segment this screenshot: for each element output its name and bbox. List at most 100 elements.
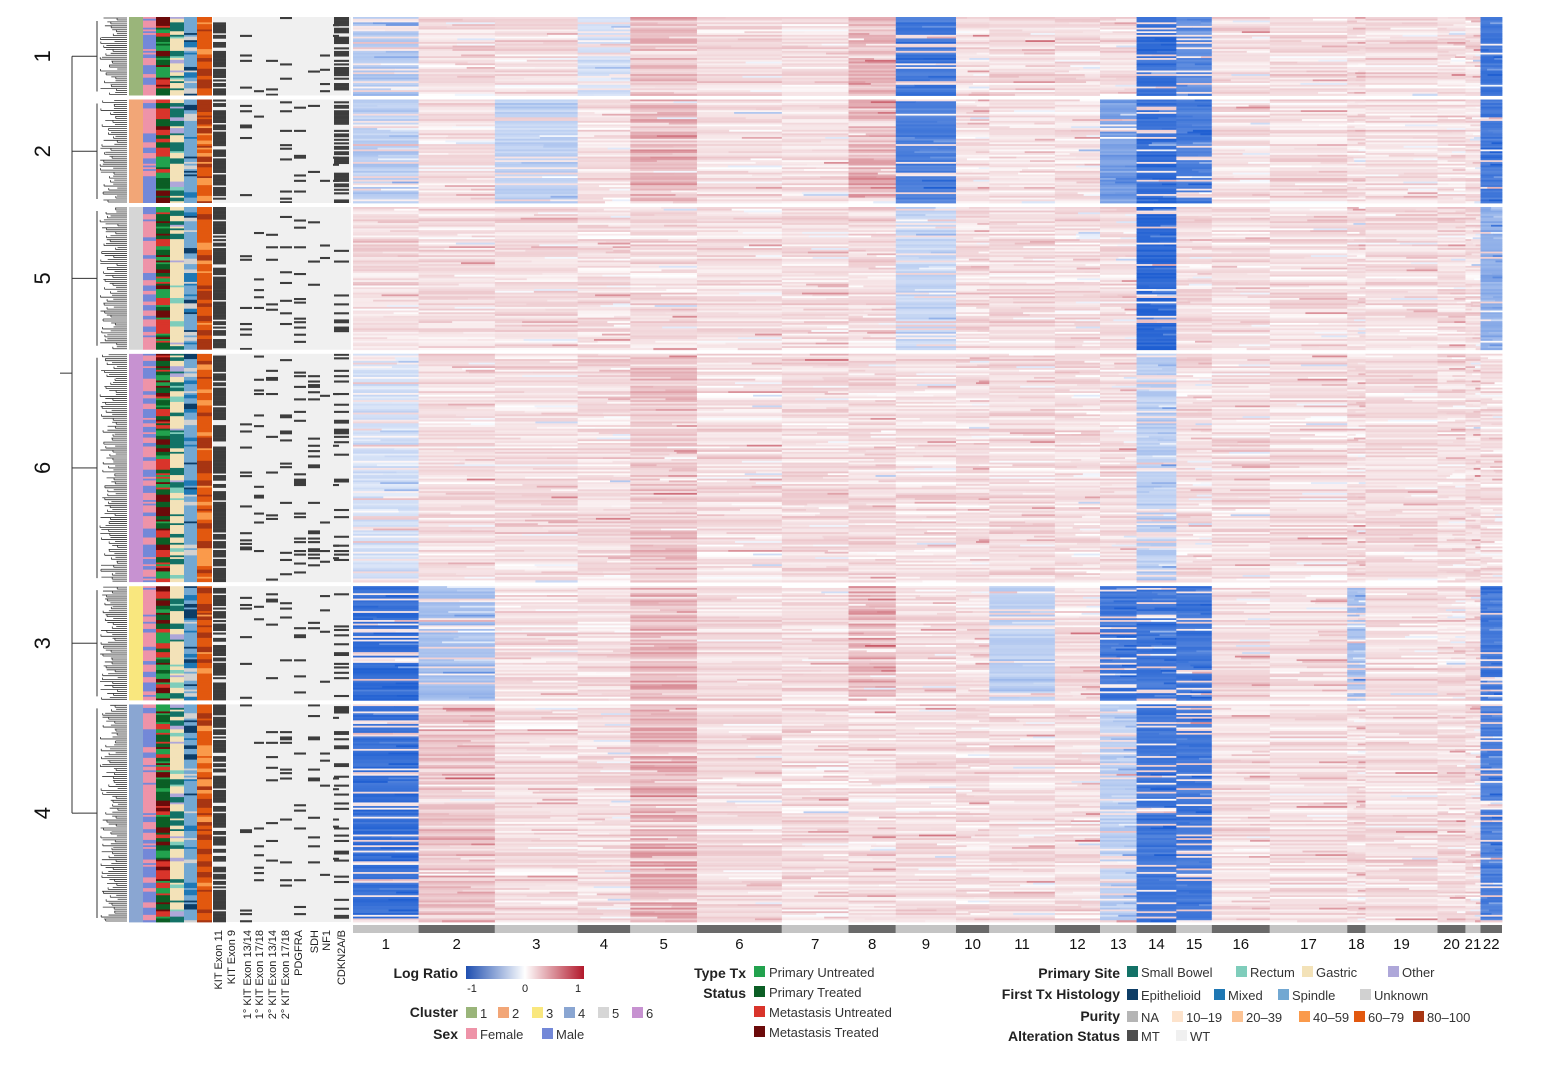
heatmap-cell: [494, 140, 579, 143]
mutation-cell: [213, 687, 226, 690]
heatmap-cell: [577, 135, 595, 138]
track-cell: [156, 811, 170, 816]
heatmap-cell: [781, 54, 849, 57]
heatmap-cell: [418, 68, 496, 71]
mutation-cell: [213, 269, 226, 272]
heatmap-cell: [1229, 88, 1271, 91]
heatmap-cell: [1269, 58, 1348, 61]
heatmap-cell: [534, 66, 579, 70]
mutation-cell: [240, 34, 252, 37]
heatmap-cell: [611, 25, 631, 29]
heatmap-cell: [1269, 84, 1348, 87]
track-cell: [197, 558, 212, 562]
track-cell: [143, 256, 156, 260]
track-cell: [170, 387, 184, 392]
track-cell: [197, 460, 212, 463]
heatmap-cell: [1176, 126, 1192, 129]
mutation-cell: [294, 246, 306, 249]
track-cell: [156, 324, 170, 331]
mutation-cell: [213, 706, 226, 709]
dendrogram-branch: [96, 354, 127, 582]
heatmap-cell: [696, 91, 783, 95]
track-cell: [170, 108, 184, 113]
heatmap-cell: [1347, 49, 1360, 52]
mutation-cell: [213, 276, 226, 279]
heatmap-cell: [1465, 103, 1481, 106]
track-cell: [170, 120, 184, 127]
track-cell: [170, 877, 184, 880]
mutation-cell: [213, 491, 226, 494]
track-cell: [143, 505, 156, 512]
heatmap-cell: [1211, 61, 1271, 64]
track-cell: [184, 838, 197, 841]
track-cell: [156, 571, 170, 574]
track-cell: [197, 467, 212, 474]
mutation-cell: [213, 322, 226, 326]
heatmap-cell: [1176, 24, 1213, 27]
heatmap-cell: [929, 103, 957, 106]
track-cell: [170, 27, 184, 32]
mutation-cell: [280, 197, 292, 200]
heatmap-cell: [1232, 140, 1271, 143]
heatmap-cell: [989, 140, 1056, 143]
heatmap-cell: [1472, 75, 1481, 79]
heatmap-cell: [1453, 43, 1466, 46]
heatmap-cell: [696, 52, 783, 55]
heatmap-cell: [970, 119, 990, 122]
track-cell: [184, 417, 197, 421]
track-cell: [170, 888, 184, 894]
heatmap-cell: [353, 136, 419, 140]
mutation-cell: [240, 913, 252, 916]
heatmap-cell: [1100, 83, 1137, 86]
heatmap-cell: [1269, 129, 1348, 133]
heatmap-cell: [1354, 101, 1366, 104]
heatmap-cell: [1176, 72, 1213, 75]
heatmap-cell: [1365, 47, 1438, 50]
heatmap-cell: [1448, 144, 1466, 147]
heatmap-cell: [494, 144, 545, 147]
track-cell: [156, 501, 170, 506]
heatmap-cell: [1211, 72, 1271, 75]
track-cell: [170, 375, 184, 378]
heatmap-cell: [1347, 106, 1366, 109]
track-cell: [197, 905, 212, 910]
track-cell: [143, 460, 156, 463]
track-cell: [156, 857, 170, 860]
heatmap-cell: [1269, 93, 1348, 96]
heatmap-cell: [1211, 75, 1233, 79]
heatmap-cell: [1136, 115, 1177, 118]
heatmap-cell: [1269, 34, 1348, 38]
track-cell: [156, 398, 170, 401]
mutation-cell: [334, 133, 349, 136]
heatmap-cell: [1269, 120, 1348, 124]
track-cell: [184, 326, 197, 331]
heatmap-cell: [494, 91, 579, 95]
heatmap-cell: [1365, 144, 1438, 147]
heatmap-cell: [1347, 144, 1366, 147]
track-cell: [197, 29, 212, 32]
track-cell: [197, 652, 212, 655]
track-cell: [156, 832, 170, 835]
track-cell: [143, 557, 156, 560]
mutation-cell: [213, 133, 226, 136]
track-cell: [197, 791, 212, 794]
heatmap-cell: [1437, 75, 1466, 79]
heatmap-cell: [1100, 34, 1137, 38]
track-cell: [156, 369, 170, 372]
track-cell: [197, 249, 212, 254]
heatmap-cell: [1480, 101, 1503, 104]
heatmap-cell: [989, 91, 1056, 95]
mutation-cell: [254, 392, 264, 396]
heatmap-cell: [989, 156, 1017, 159]
heatmap-cell: [494, 120, 579, 124]
heatmap-cell: [494, 81, 579, 84]
mutation-cell: [334, 38, 349, 41]
track-cell: [143, 457, 156, 462]
heatmap-cell: [696, 17, 727, 20]
heatmap-cell: [895, 106, 957, 109]
heatmap-cell: [848, 151, 897, 154]
heatmap-cell: [1155, 86, 1177, 89]
track-cell: [170, 74, 184, 77]
heatmap-cell: [1465, 17, 1481, 20]
track-cell: [156, 855, 170, 859]
